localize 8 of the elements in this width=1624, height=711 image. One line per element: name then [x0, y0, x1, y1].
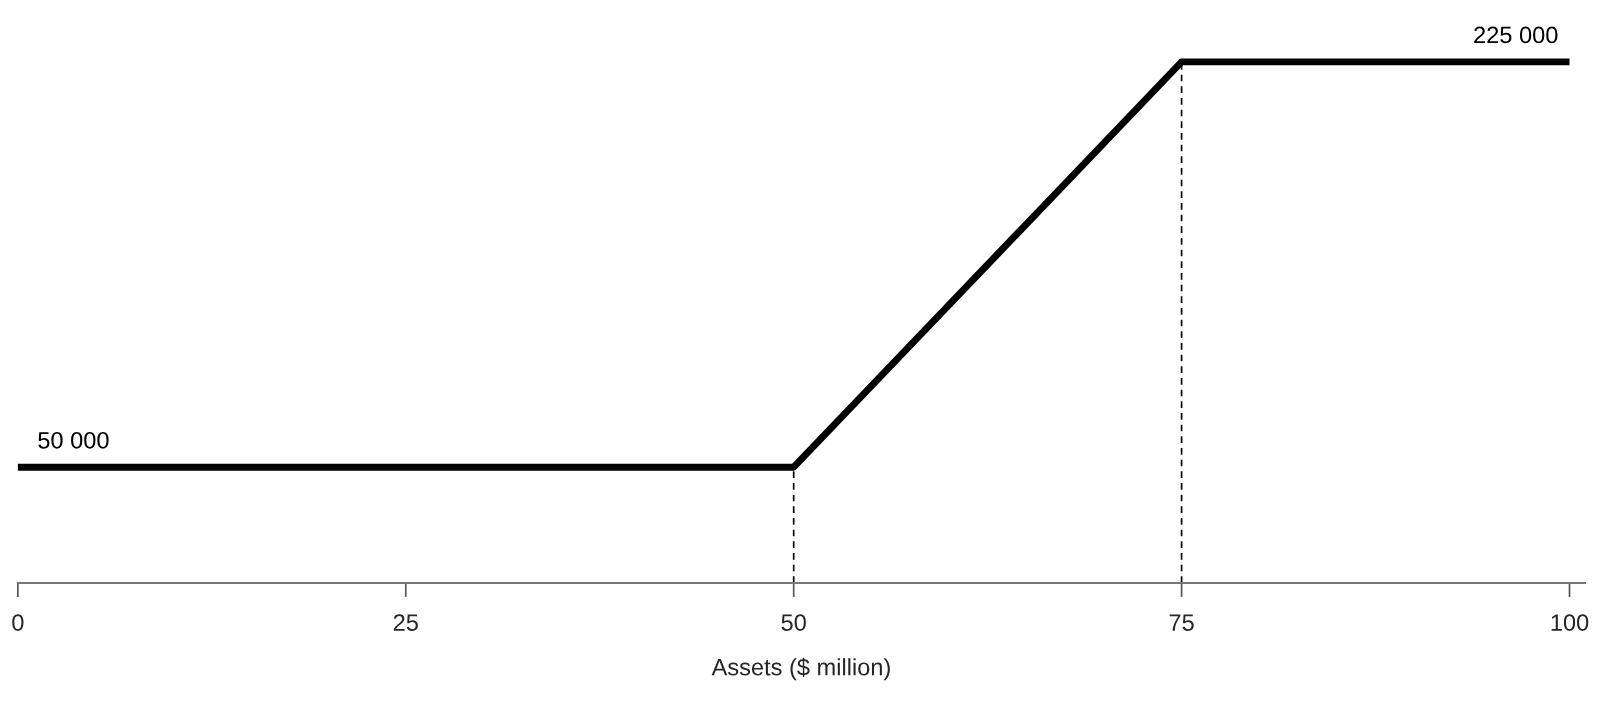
x-tick-label: 100: [1551, 614, 1589, 631]
x-axis-title: Assets ($ million): [711, 657, 890, 681]
data-label: 225 000: [1474, 26, 1558, 44]
x-tick-label: 50: [781, 614, 806, 631]
x-tick-label: 25: [393, 614, 418, 631]
x-tick-label: 75: [1169, 614, 1194, 631]
data-label: 50 000: [38, 431, 109, 449]
x-tick-label: 0: [12, 614, 24, 631]
